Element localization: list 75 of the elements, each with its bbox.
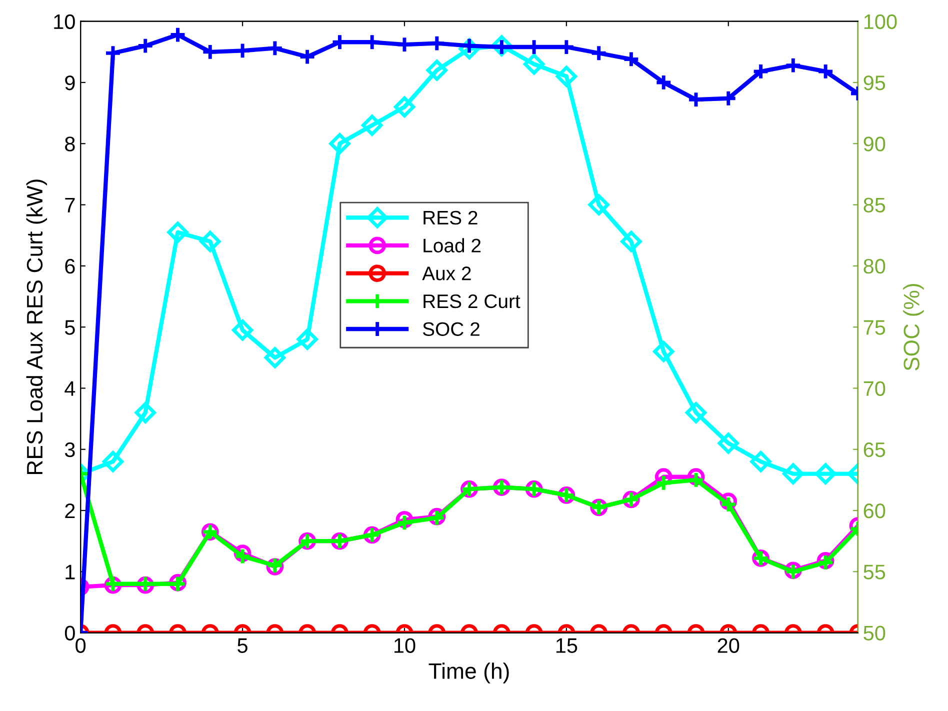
point — [296, 328, 318, 350]
y2-tick-label: 65 — [864, 442, 886, 458]
point — [264, 347, 286, 368]
y-tick-label: 0 — [64, 626, 75, 641]
point — [523, 54, 545, 75]
point — [654, 74, 672, 92]
y2-tick-label: 90 — [864, 136, 886, 152]
y2-tick-label: 85 — [864, 198, 886, 213]
y-tick-label: 4 — [64, 381, 76, 396]
point — [720, 496, 738, 514]
x-axis-title: Time (h) — [428, 662, 509, 684]
point — [102, 451, 124, 472]
point — [620, 230, 642, 252]
point — [169, 26, 186, 44]
point — [266, 40, 284, 57]
y2-tick-label: 100 — [864, 14, 897, 30]
point — [752, 62, 770, 80]
point — [201, 43, 219, 61]
point — [687, 471, 705, 489]
y-tick-label: 9 — [65, 75, 75, 90]
y-tick-label: 6 — [65, 258, 75, 274]
point — [622, 50, 640, 68]
point — [104, 44, 122, 62]
point — [426, 60, 448, 81]
point — [784, 56, 802, 74]
point — [588, 194, 610, 216]
point — [687, 90, 705, 108]
point — [396, 36, 414, 54]
legend-label: RES 2 — [424, 210, 478, 225]
point — [816, 62, 834, 80]
point — [329, 133, 350, 154]
y-tick-label: 8 — [65, 136, 75, 152]
point — [782, 463, 804, 484]
y-tick-label: 1 — [66, 564, 75, 580]
point — [556, 66, 578, 87]
y2-tick-label: 50 — [864, 626, 886, 641]
y-axis-title: RES Load Aux RES Curt (kW) — [26, 180, 47, 474]
point — [200, 230, 221, 252]
point — [750, 451, 772, 472]
y-tick-label: 2 — [65, 504, 75, 518]
point — [590, 44, 608, 62]
x-tick-label: 5 — [238, 638, 248, 653]
point — [654, 474, 672, 492]
point — [814, 463, 836, 484]
y-tick-label: 3 — [64, 442, 75, 458]
x-tick-label: 0 — [76, 638, 86, 653]
y2-tick-label: 55 — [864, 564, 886, 580]
point — [718, 432, 739, 454]
point — [396, 514, 414, 532]
x-tick-label: 15 — [556, 638, 578, 653]
y-tick-label: 10 — [54, 14, 75, 30]
y2-tick-label: 95 — [864, 75, 886, 90]
point — [232, 320, 254, 341]
x-tick-label: 20 — [718, 638, 740, 653]
legend-label: Aux 2 — [422, 266, 471, 280]
y2-tick-label: 60 — [864, 504, 886, 518]
y2-tick-label: 80 — [864, 258, 886, 274]
legend-label: RES 2 Curt — [424, 294, 520, 308]
legend-label: SOC 2 — [422, 322, 480, 336]
point — [394, 96, 416, 118]
y2-tick-label: 70 — [864, 381, 886, 396]
point — [136, 37, 154, 54]
point — [298, 48, 316, 66]
point — [362, 114, 383, 136]
legend-label: Load 2 — [424, 238, 481, 252]
point — [234, 548, 252, 566]
point — [685, 402, 707, 424]
y2-axis-title: SOC (%) — [903, 284, 924, 370]
y-tick-label: 5 — [64, 320, 75, 335]
point — [653, 340, 674, 362]
point — [134, 402, 156, 424]
x-tick-label: 10 — [394, 638, 416, 653]
y2-tick-label: 75 — [864, 320, 886, 335]
y-tick-label: 7 — [65, 198, 75, 212]
point — [167, 222, 188, 243]
